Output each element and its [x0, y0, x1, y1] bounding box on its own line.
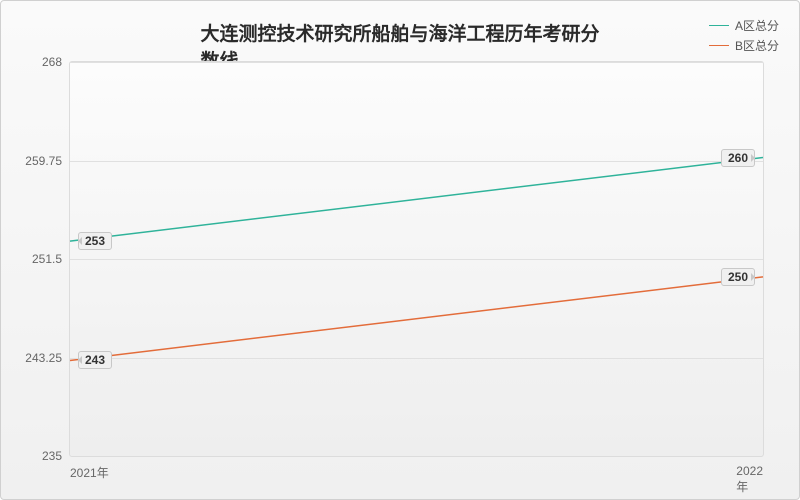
gridline — [70, 62, 763, 63]
data-point-label: 253 — [78, 232, 112, 250]
gridline — [70, 358, 763, 359]
x-tick-label: 2022年 — [736, 464, 763, 495]
chart-container: 大连测控技术研究所船舶与海洋工程历年考研分数线 A区总分 B区总分 235243… — [0, 0, 800, 500]
gridline — [70, 161, 763, 162]
legend-swatch-a — [709, 25, 729, 27]
y-tick-label: 235 — [42, 449, 62, 463]
legend-label-b: B区总分 — [735, 37, 779, 54]
series-line — [70, 277, 763, 361]
y-tick-label: 259.75 — [25, 154, 62, 168]
legend-item-a: A区总分 — [709, 17, 779, 34]
x-tick-label: 2021年 — [70, 464, 109, 481]
plot-area: 235243.25251.5259.752682021年2022年2532602… — [69, 61, 764, 457]
y-tick-label: 243.25 — [25, 351, 62, 365]
legend-swatch-b — [709, 45, 729, 47]
legend-item-b: B区总分 — [709, 37, 779, 54]
gridline — [70, 259, 763, 260]
data-point-label: 243 — [78, 351, 112, 369]
data-point-label: 260 — [721, 149, 755, 167]
legend-label-a: A区总分 — [735, 17, 779, 34]
series-line — [70, 158, 763, 242]
y-tick-label: 268 — [42, 55, 62, 69]
legend: A区总分 B区总分 — [709, 17, 779, 57]
y-tick-label: 251.5 — [32, 252, 62, 266]
data-point-label: 250 — [721, 268, 755, 286]
